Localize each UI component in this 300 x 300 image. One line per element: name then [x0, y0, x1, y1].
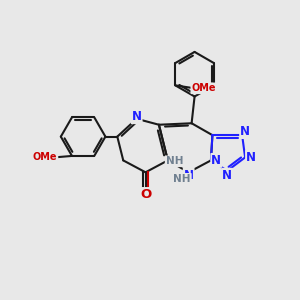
Text: N: N: [222, 169, 232, 182]
Text: OMe: OMe: [191, 83, 216, 93]
Text: NH: NH: [173, 174, 191, 184]
Text: OMe: OMe: [33, 152, 58, 162]
Text: N: N: [211, 154, 221, 167]
Text: N: N: [240, 125, 250, 138]
Text: N: N: [132, 110, 142, 123]
Text: N: N: [246, 151, 256, 164]
Text: N: N: [184, 169, 194, 182]
Text: O: O: [140, 188, 151, 201]
Text: NH: NH: [166, 156, 183, 166]
